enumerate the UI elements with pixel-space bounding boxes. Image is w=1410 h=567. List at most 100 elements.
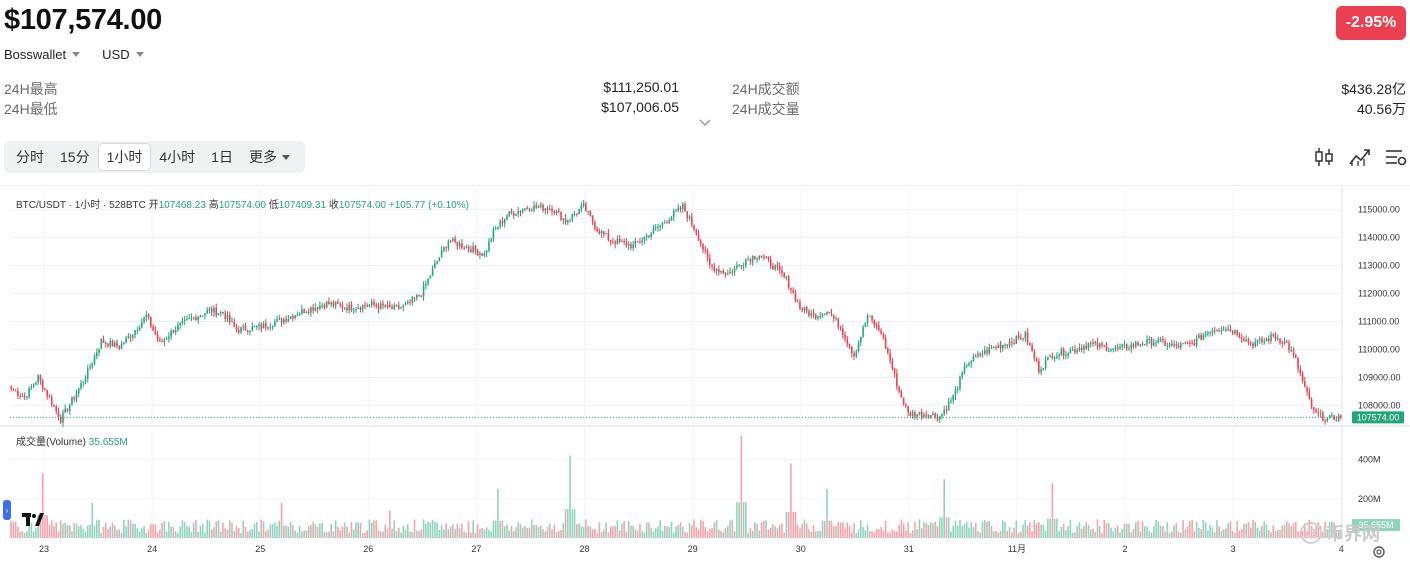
candle-settings-icon[interactable] bbox=[1312, 146, 1336, 168]
volume-bar bbox=[954, 521, 957, 538]
volume-bar bbox=[1074, 532, 1076, 538]
volume-bar bbox=[170, 526, 172, 538]
volume-bar bbox=[280, 502, 283, 538]
candle-body bbox=[39, 375, 42, 381]
currency-selector[interactable]: USD bbox=[102, 47, 144, 62]
candle-body bbox=[256, 326, 258, 328]
candle-body bbox=[98, 348, 100, 353]
candle-body bbox=[546, 208, 549, 210]
indicator-icon[interactable] bbox=[1348, 146, 1372, 168]
candle-body bbox=[614, 242, 616, 244]
candle-body bbox=[109, 340, 112, 347]
expand-chevron-icon[interactable] bbox=[698, 118, 712, 128]
candle-body bbox=[301, 309, 303, 314]
tab-1h[interactable]: 1小时 bbox=[97, 143, 152, 171]
volume-bar bbox=[783, 532, 785, 538]
volume-bar bbox=[445, 523, 447, 538]
volume-bar bbox=[562, 523, 565, 538]
candle-body bbox=[1256, 339, 1259, 343]
volume-bar bbox=[596, 532, 598, 538]
volume-bar bbox=[654, 528, 657, 538]
volume-bar bbox=[1222, 529, 1225, 538]
volume-bar bbox=[1177, 531, 1180, 538]
volume-bar bbox=[1274, 531, 1277, 538]
candle-body bbox=[1326, 418, 1329, 422]
candle-body bbox=[508, 211, 511, 216]
volume-bar bbox=[1328, 521, 1331, 538]
volume-bar bbox=[567, 509, 569, 538]
chart-area[interactable]: 115000.00 114000.00 113000.00 112000.00 1110… bbox=[0, 185, 1410, 562]
volume-bar bbox=[321, 522, 323, 538]
volume-bar bbox=[621, 523, 623, 538]
exchange-selector[interactable]: Bosswallet bbox=[4, 47, 81, 62]
close-value: 107574.00 bbox=[338, 200, 387, 211]
chart-settings-icon[interactable] bbox=[1384, 146, 1408, 168]
tab-15m[interactable]: 15分 bbox=[60, 149, 90, 165]
volume-bar bbox=[1114, 527, 1117, 538]
volume-bar bbox=[107, 529, 109, 538]
volume-bar bbox=[314, 524, 317, 538]
candle-body bbox=[927, 415, 930, 418]
volume-bar bbox=[1238, 530, 1241, 538]
candle-body bbox=[172, 330, 175, 333]
candle-body bbox=[350, 304, 353, 311]
candle-body bbox=[104, 342, 107, 344]
tab-4h[interactable]: 4小时 bbox=[159, 149, 196, 165]
x-tick-label: 31 bbox=[904, 544, 914, 554]
candle-body bbox=[1207, 332, 1209, 334]
candle-body bbox=[1171, 343, 1173, 346]
volume-bar bbox=[1107, 523, 1110, 538]
tab-1d[interactable]: 1日 bbox=[211, 149, 233, 165]
volume-bar bbox=[1245, 523, 1248, 538]
candle-body bbox=[107, 343, 109, 347]
volume-bar bbox=[738, 502, 740, 538]
volume-bar bbox=[1087, 525, 1090, 538]
volume-legend: 成交量(Volume) 35.655M bbox=[16, 437, 128, 448]
candle-body bbox=[114, 342, 116, 347]
tab-timeshare[interactable]: 分时 bbox=[16, 149, 44, 165]
candle-body bbox=[1261, 338, 1263, 343]
candle-body bbox=[542, 204, 544, 211]
candle-body bbox=[86, 368, 89, 379]
candle-body bbox=[472, 246, 474, 253]
volume-bar bbox=[517, 522, 520, 538]
volume-bar bbox=[127, 519, 130, 538]
volume-bar bbox=[814, 531, 817, 538]
candle-body bbox=[857, 342, 860, 352]
candle-body bbox=[702, 244, 704, 250]
candle-body bbox=[1024, 332, 1027, 339]
candle-body bbox=[736, 265, 738, 269]
volume-bar bbox=[1279, 529, 1281, 538]
volume-bar bbox=[1101, 532, 1103, 538]
volume-bar bbox=[301, 531, 303, 538]
stat-low-value: $107,006.05 bbox=[601, 99, 679, 115]
candle-body bbox=[616, 238, 619, 244]
candle-body bbox=[1146, 339, 1148, 345]
candle-body bbox=[1177, 345, 1180, 348]
candle-body bbox=[161, 341, 163, 343]
volume-bar bbox=[1134, 522, 1137, 538]
candle-body bbox=[1267, 338, 1270, 341]
volume-bar bbox=[643, 532, 646, 538]
side-panel-toggle[interactable]: › bbox=[3, 500, 11, 520]
volume-bar bbox=[206, 519, 208, 538]
volume-bar bbox=[585, 519, 587, 538]
tab-more[interactable]: 更多 bbox=[241, 144, 298, 170]
price-tick-label: 109000.00 bbox=[1358, 372, 1401, 382]
volume-bar bbox=[623, 521, 625, 538]
candlestick-chart[interactable]: 115000.00 114000.00 113000.00 112000.00 1110… bbox=[0, 186, 1410, 562]
gear-icon[interactable] bbox=[1372, 545, 1386, 559]
candle-body bbox=[1285, 341, 1288, 343]
volume-bar bbox=[889, 532, 891, 538]
candle-body bbox=[749, 259, 752, 262]
volume-bar bbox=[817, 530, 819, 538]
volume-bar bbox=[332, 531, 335, 538]
volume-bar bbox=[449, 526, 452, 538]
volume-bar bbox=[1180, 532, 1182, 538]
volume-bar bbox=[1333, 522, 1335, 538]
candle-body bbox=[260, 324, 263, 329]
candle-body bbox=[970, 361, 973, 364]
volume-bar bbox=[1026, 525, 1029, 538]
candle-body bbox=[643, 237, 646, 241]
candle-body bbox=[560, 211, 562, 221]
